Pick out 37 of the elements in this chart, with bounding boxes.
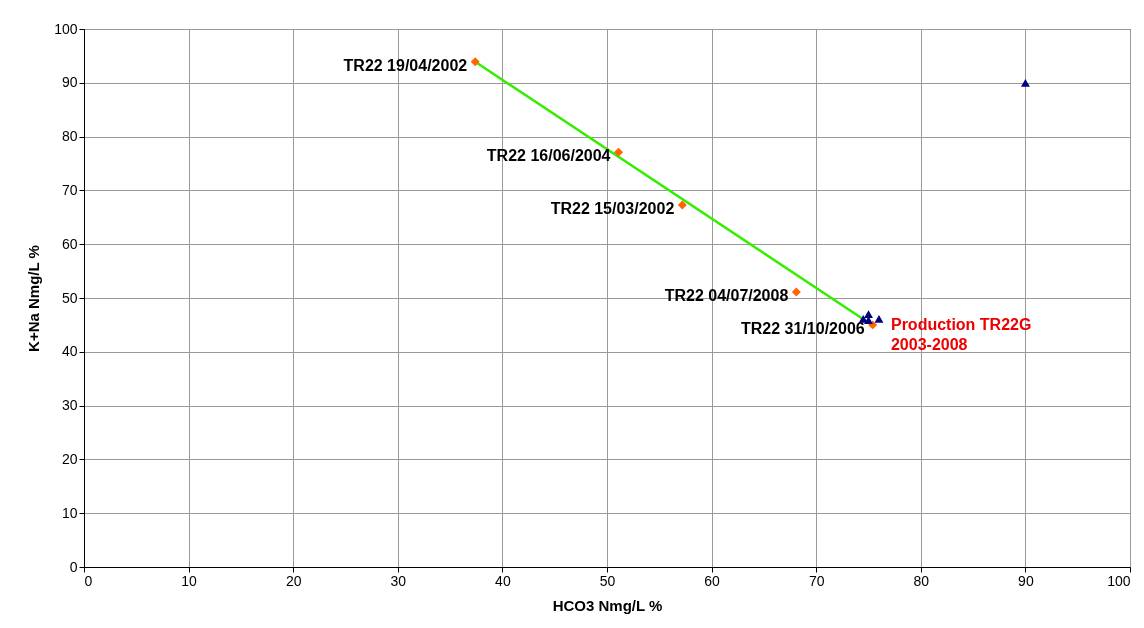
y-tick-label: 10: [61, 504, 78, 521]
point: [791, 287, 801, 297]
annotation: TR22 19/04/2002: [343, 56, 468, 74]
x-tick-label: 20: [285, 572, 302, 589]
annotation: TR22 16/06/2004: [486, 147, 611, 165]
y-tick-label: 0: [69, 558, 78, 575]
y-tick-label: 20: [61, 450, 78, 467]
y-tick-label: 40: [61, 343, 78, 360]
y-tick-label: 30: [61, 397, 78, 414]
y-axis-title: K+Na Nmg/L %: [25, 245, 43, 352]
y-tick-label: 80: [61, 128, 78, 145]
y-tick-label: 60: [61, 235, 78, 252]
x-tick-label: 90: [1018, 572, 1034, 589]
y-tick-label: 100: [54, 20, 78, 37]
x-tick-label: 30: [390, 572, 407, 589]
x-tick-label: 50: [599, 572, 616, 589]
point: [614, 147, 623, 157]
x-tick-label: 100: [1107, 572, 1131, 589]
x-tick-label: 80: [913, 572, 930, 589]
annotation: TR22 04/07/2008: [664, 287, 789, 305]
point: [874, 315, 884, 323]
series-label: Production TR22G 2003-2008: [890, 315, 1032, 353]
annotation: TR22 31/10/2006: [741, 319, 865, 337]
point: [1020, 78, 1030, 87]
y-tick-label: 50: [61, 289, 78, 306]
x-tick-label: 40: [495, 572, 511, 589]
point: [677, 200, 687, 210]
x-axis-title: HCO3 Nmg/L %: [552, 596, 663, 614]
x-tick-label: 0: [84, 572, 93, 589]
annotation: TR22 15/03/2002: [550, 199, 675, 217]
y-tick-label: 70: [61, 181, 78, 198]
x-tick-label: 70: [808, 572, 825, 589]
x-tick-label: 60: [704, 572, 721, 589]
y-tick-label: 90: [61, 74, 78, 91]
point: [864, 310, 873, 319]
x-tick-label: 10: [181, 572, 198, 589]
point: [470, 57, 480, 67]
